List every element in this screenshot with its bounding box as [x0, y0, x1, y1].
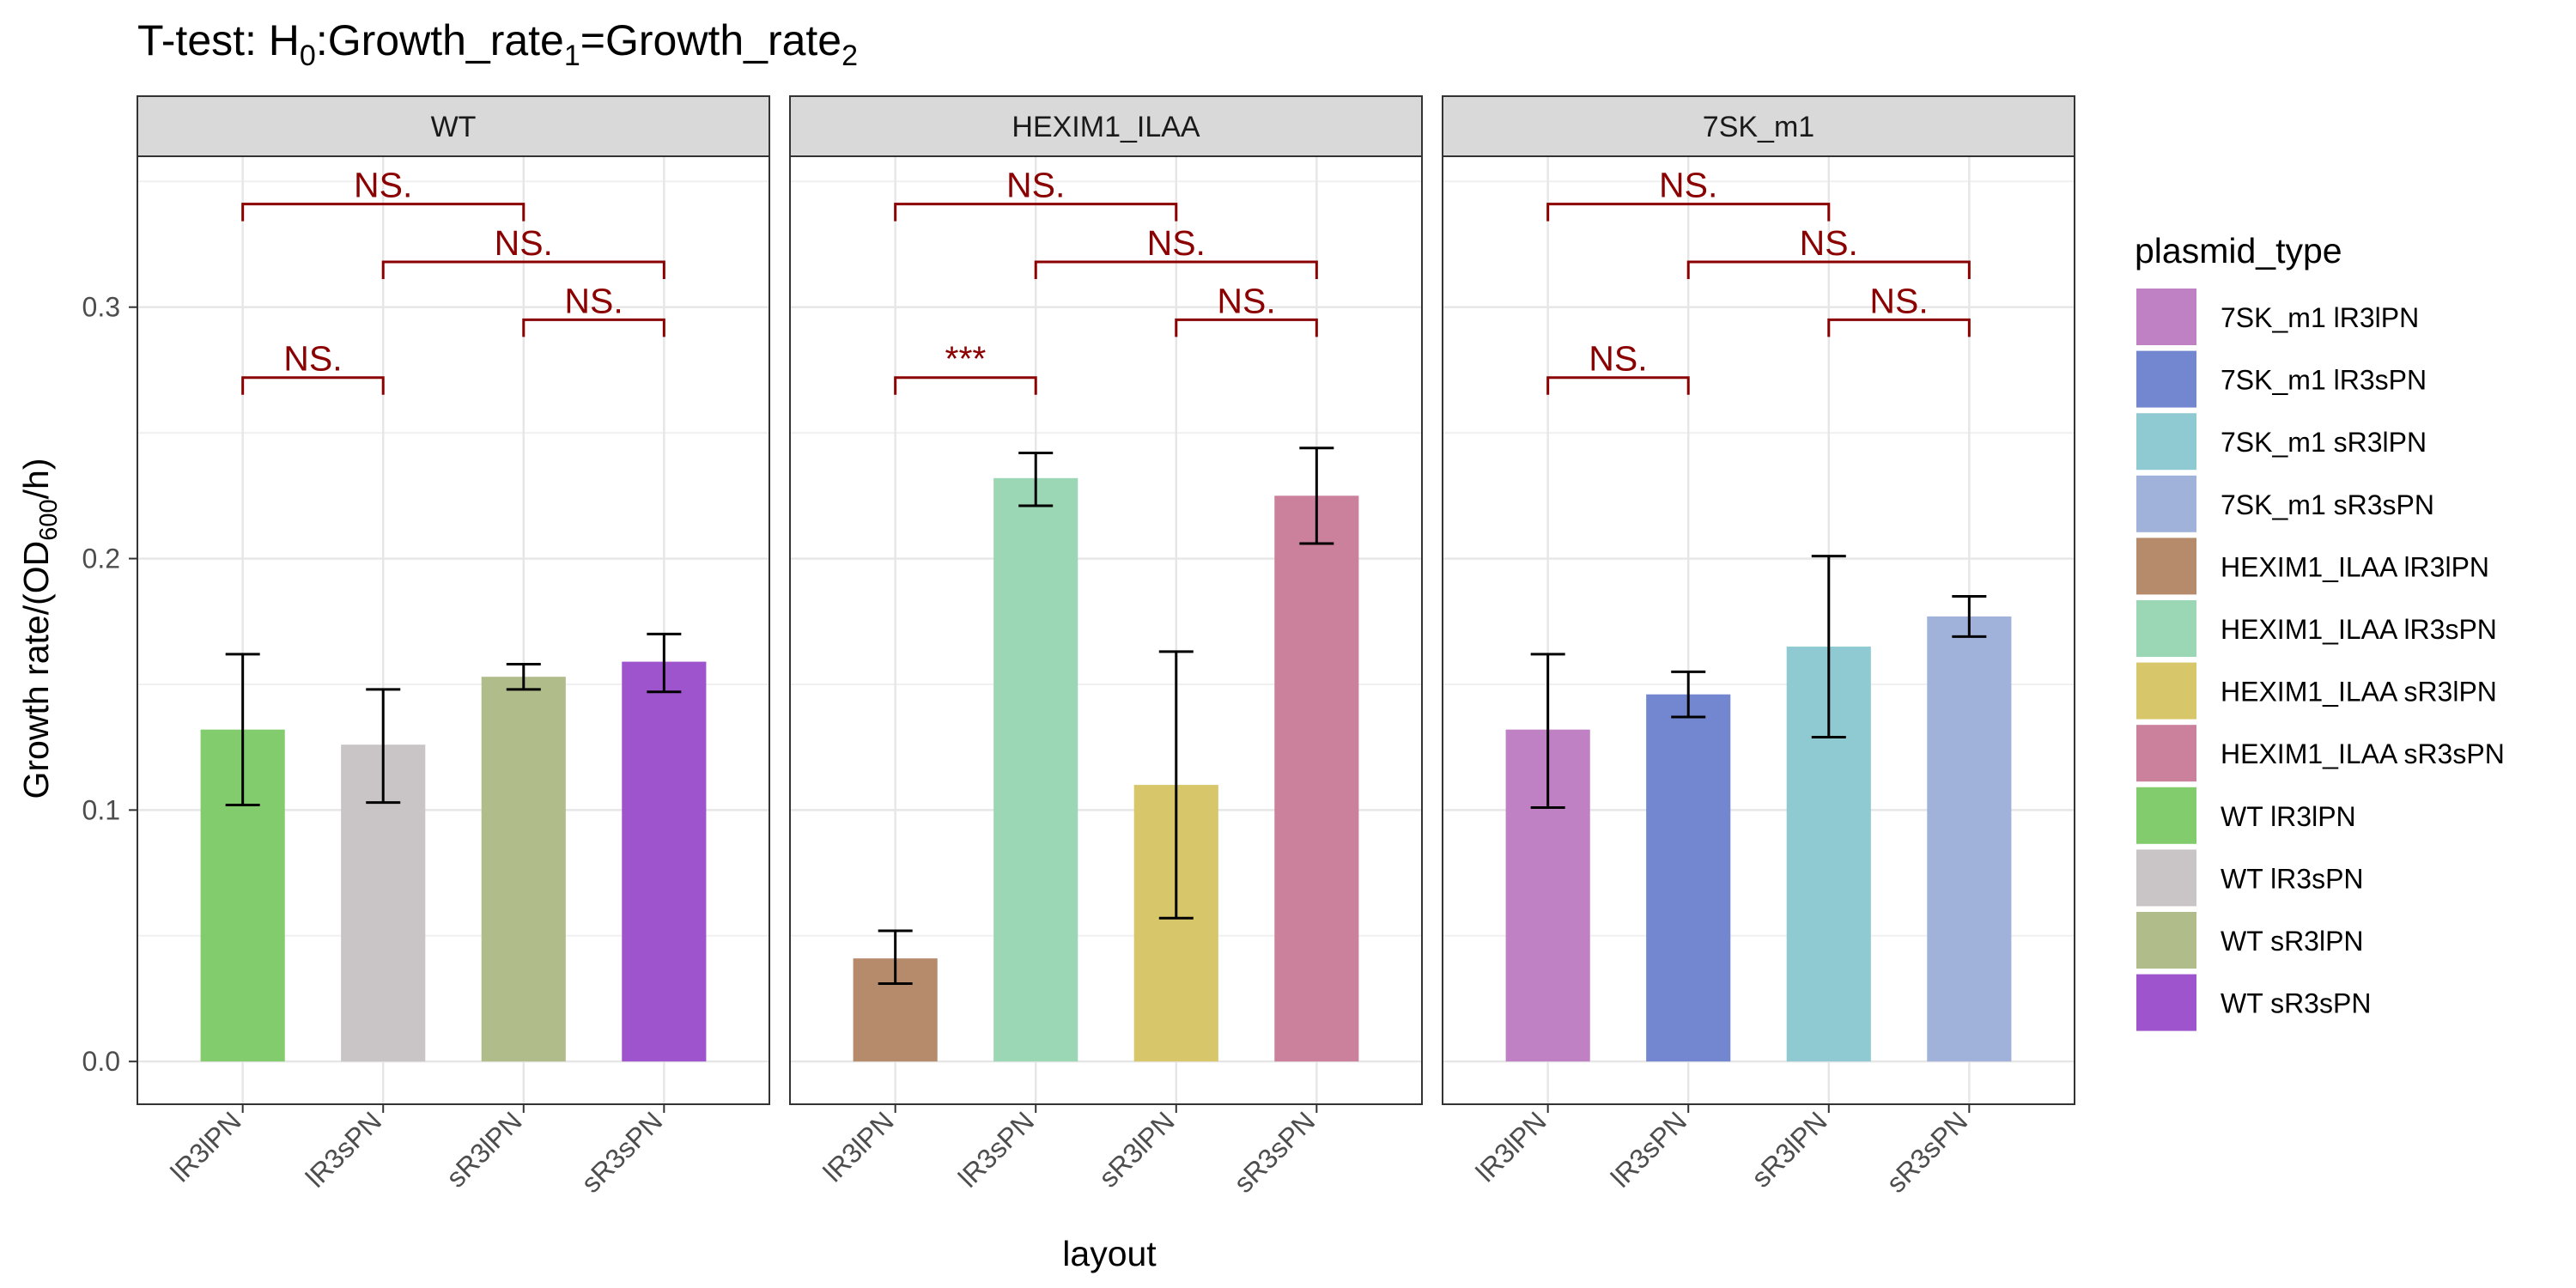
facet-strip — [789, 95, 1423, 157]
legend-swatch — [2136, 600, 2196, 657]
y-tick-label: 0.0 — [82, 1046, 120, 1077]
y-tick-label: 0.1 — [82, 794, 120, 825]
x-tick-label: sR3sPN — [575, 1105, 668, 1198]
significance-label: NS. — [354, 166, 412, 205]
significance-bracket — [1175, 318, 1318, 337]
significance-label: *** — [945, 339, 987, 379]
y-tick-label: 0.3 — [82, 292, 120, 323]
significance-label: NS. — [283, 339, 342, 379]
significance-bracket — [894, 203, 1178, 222]
facet-strip-label: HEXIM1_ILAA — [1012, 111, 1200, 143]
legend-swatch — [2136, 413, 2196, 471]
significance-bracket — [894, 376, 1037, 395]
x-axis-title: layout — [1062, 1234, 1157, 1273]
legend-swatch — [2136, 289, 2196, 345]
legend-label: HEXIM1_ILAA lR3sPN — [2221, 614, 2497, 645]
facet-panel-2: 7SK_m1 NS. NS. NS. NS. lR3lPN lR3sPN sR3lPN sR3s… — [1442, 95, 2075, 1199]
x-tick-label: lR3sPN — [1605, 1105, 1692, 1193]
legend-label: HEXIM1_ILAA sR3lPN — [2221, 677, 2497, 708]
y-tick-label: 0.2 — [82, 544, 120, 574]
legend-swatch — [2136, 974, 2196, 1031]
facet-panel-0: WT NS. NS. NS. NS. lR3lPN lR3sPN sR3lPN sR3sPN — [137, 95, 770, 1199]
legend-swatch — [2136, 912, 2196, 969]
significance-label: NS. — [1869, 281, 1928, 320]
legend-label: HEXIM1_ILAA sR3sPN — [2221, 738, 2505, 769]
legend-swatch — [2136, 662, 2196, 720]
bar — [481, 677, 566, 1062]
significance-bracket — [241, 376, 385, 395]
legend-swatch — [2136, 538, 2196, 595]
bar — [1927, 616, 2012, 1062]
significance-bracket — [1546, 203, 1831, 222]
x-tick-label: lR3lPN — [1470, 1105, 1552, 1188]
x-tick-label: lR3sPN — [300, 1105, 387, 1193]
panel-border — [789, 155, 1423, 1105]
legend-label: WT lR3lPN — [2221, 801, 2356, 832]
y-axis-title: Growth rate/(OD600/h) — [16, 459, 63, 799]
x-tick-label: lR3lPN — [165, 1105, 247, 1188]
facet-strip — [1442, 95, 2075, 157]
significance-label: NS. — [1147, 223, 1206, 263]
x-tick-label: sR3lPN — [1746, 1105, 1833, 1193]
x-tick-label: sR3sPN — [1880, 1105, 1973, 1198]
x-tick-label: lR3lPN — [817, 1105, 900, 1188]
x-tick-label: lR3sPN — [952, 1105, 1040, 1193]
legend-label: WT sR3sPN — [2221, 988, 2371, 1019]
facet-strip-label: WT — [431, 111, 477, 143]
significance-label: NS. — [1217, 281, 1275, 320]
legend-swatch — [2136, 849, 2196, 907]
significance-label: NS. — [1659, 166, 1717, 205]
significance-bracket — [1034, 260, 1318, 279]
significance-bracket — [241, 203, 526, 222]
legend-label: HEXIM1_ILAA lR3lPN — [2221, 551, 2489, 582]
significance-label: NS. — [1589, 339, 1647, 379]
legend-label: 7SK_m1 lR3sPN — [2221, 365, 2427, 396]
legend-title: plasmid_type — [2135, 231, 2342, 270]
significance-bracket — [1546, 376, 1690, 395]
chart-title: T-test: H0:Growth_rate1=Growth_rate2 — [137, 16, 858, 72]
x-tick-label: sR3sPN — [1228, 1105, 1321, 1198]
legend-swatch — [2136, 725, 2196, 782]
panel-border — [1442, 155, 2075, 1105]
facet-panel-1: HEXIM1_ILAA NS. NS. NS. *** lR3lPN lR3sPN sR3lP… — [789, 95, 1423, 1199]
significance-label: NS. — [495, 223, 553, 263]
significance-bracket — [522, 318, 665, 337]
bar — [1646, 694, 1731, 1062]
x-tick-label: sR3lPN — [1093, 1105, 1181, 1193]
bar — [993, 477, 1078, 1062]
significance-bracket — [1827, 318, 1971, 337]
panel-border — [137, 155, 770, 1105]
legend-label: 7SK_m1 lR3lPN — [2221, 302, 2419, 333]
x-tick-label: sR3lPN — [440, 1105, 528, 1193]
facet-strip-label: 7SK_m1 — [1703, 111, 1814, 143]
significance-label: NS. — [564, 281, 623, 320]
legend-label: 7SK_m1 sR3sPN — [2221, 489, 2434, 520]
facet-strip — [137, 95, 770, 157]
legend-label: WT lR3sPN — [2221, 863, 2364, 894]
y-axis: 0.0 0.1 0.2 0.3 — [82, 292, 137, 1077]
legend-label: WT sR3lPN — [2221, 926, 2364, 957]
significance-bracket — [1686, 260, 1971, 279]
bar — [622, 661, 707, 1062]
significance-label: NS. — [1006, 166, 1065, 205]
legend-swatch — [2136, 475, 2196, 532]
significance-label: NS. — [1800, 223, 1858, 263]
legend: plasmid_type 7SK_m1 lR3lPN 7SK_m1 lR3sPN 7… — [2135, 231, 2505, 1031]
legend-label: 7SK_m1 sR3lPN — [2221, 427, 2427, 458]
legend-swatch — [2136, 350, 2196, 408]
significance-bracket — [381, 260, 665, 279]
bar — [1274, 495, 1359, 1062]
legend-swatch — [2136, 787, 2196, 844]
